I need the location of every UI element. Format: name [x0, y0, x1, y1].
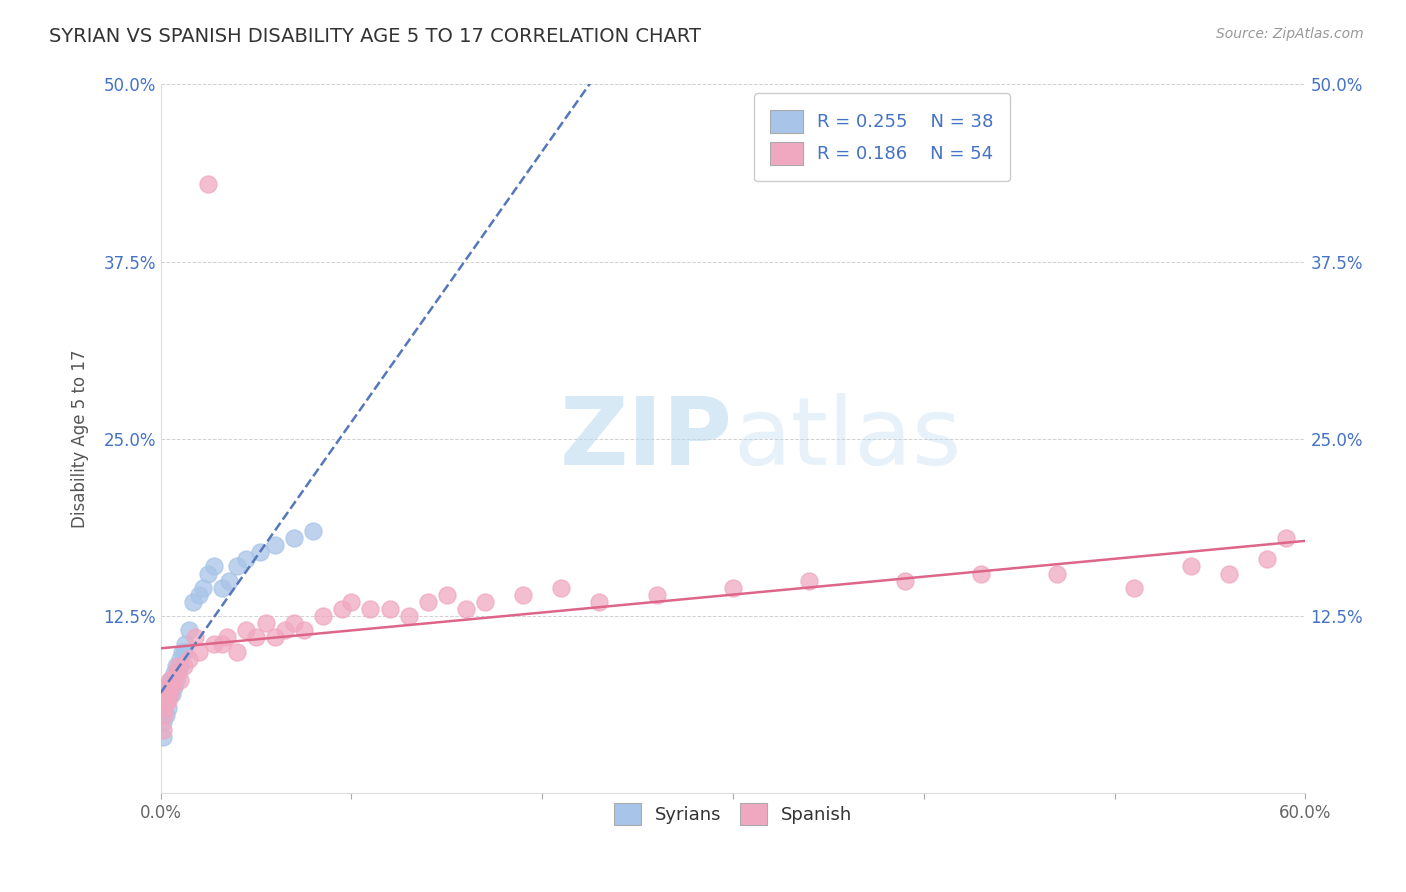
Point: [283, 616, 305, 631]
Point: [1046, 566, 1069, 581]
Point: [159, 680, 181, 694]
Point: [217, 631, 239, 645]
Point: [153, 701, 176, 715]
Point: [163, 680, 186, 694]
Text: ZIP: ZIP: [560, 392, 733, 485]
Point: [155, 687, 177, 701]
Point: [1122, 581, 1144, 595]
Point: [218, 574, 240, 588]
Point: [197, 566, 219, 581]
Point: [264, 538, 287, 552]
Point: [159, 687, 181, 701]
Point: [153, 701, 176, 715]
Point: [165, 673, 187, 687]
Point: [155, 694, 177, 708]
Point: [340, 595, 363, 609]
Point: [474, 595, 496, 609]
Point: [398, 609, 420, 624]
Point: [360, 602, 382, 616]
Point: [588, 595, 610, 609]
Point: [179, 624, 201, 638]
Point: [152, 730, 174, 744]
Point: [165, 665, 187, 680]
Point: [211, 581, 233, 595]
Point: [283, 531, 305, 545]
Y-axis label: Disability Age 5 to 17: Disability Age 5 to 17: [72, 350, 89, 528]
Point: [163, 673, 186, 687]
Point: [1275, 531, 1298, 545]
Point: [166, 665, 188, 680]
Point: [202, 559, 225, 574]
Point: [235, 624, 257, 638]
Point: [550, 581, 572, 595]
Point: [153, 708, 176, 723]
Point: [173, 644, 195, 658]
Point: [169, 673, 191, 687]
Point: [155, 680, 177, 694]
Text: Source: ZipAtlas.com: Source: ZipAtlas.com: [1216, 27, 1364, 41]
Point: [645, 588, 668, 602]
Point: [163, 665, 186, 680]
Point: [1180, 559, 1202, 574]
Point: [157, 694, 180, 708]
Point: [197, 177, 219, 191]
Point: [512, 588, 534, 602]
Text: SYRIAN VS SPANISH DISABILITY AGE 5 TO 17 CORRELATION CHART: SYRIAN VS SPANISH DISABILITY AGE 5 TO 17…: [49, 27, 702, 45]
Point: [159, 673, 181, 687]
Point: [170, 644, 193, 658]
Point: [378, 602, 401, 616]
Point: [157, 701, 180, 715]
Point: [202, 638, 225, 652]
Point: [152, 715, 174, 730]
Point: [312, 609, 335, 624]
Point: [174, 638, 197, 652]
Point: [160, 687, 183, 701]
Point: [155, 694, 177, 708]
Point: [169, 651, 191, 665]
Point: [165, 658, 187, 673]
Point: [184, 631, 207, 645]
Point: [254, 616, 277, 631]
Point: [160, 673, 183, 687]
Point: [273, 624, 295, 638]
Point: [292, 624, 315, 638]
Point: [155, 708, 177, 723]
Point: [893, 574, 915, 588]
Point: [166, 658, 188, 673]
Point: [153, 687, 176, 701]
Legend: Syrians, Spanish: Syrians, Spanish: [605, 794, 862, 834]
Point: [970, 566, 993, 581]
Point: [721, 581, 744, 595]
Point: [187, 644, 209, 658]
Point: [235, 552, 257, 566]
Point: [1256, 552, 1278, 566]
Point: [160, 680, 183, 694]
Point: [416, 595, 439, 609]
Point: [302, 524, 325, 538]
Point: [264, 631, 287, 645]
Point: [1218, 566, 1240, 581]
Point: [436, 588, 458, 602]
Point: [181, 595, 204, 609]
Point: [226, 559, 249, 574]
Point: [157, 680, 180, 694]
Point: [157, 687, 180, 701]
Point: [159, 673, 181, 687]
Point: [454, 602, 477, 616]
Point: [173, 658, 195, 673]
Point: [169, 658, 191, 673]
Point: [226, 644, 249, 658]
Point: [152, 723, 174, 737]
Point: [245, 631, 267, 645]
Point: [153, 694, 176, 708]
Point: [179, 651, 201, 665]
Point: [191, 581, 214, 595]
Point: [187, 588, 209, 602]
Point: [330, 602, 353, 616]
Point: [249, 545, 271, 559]
Point: [211, 638, 233, 652]
Point: [799, 574, 821, 588]
Text: atlas: atlas: [733, 392, 962, 485]
